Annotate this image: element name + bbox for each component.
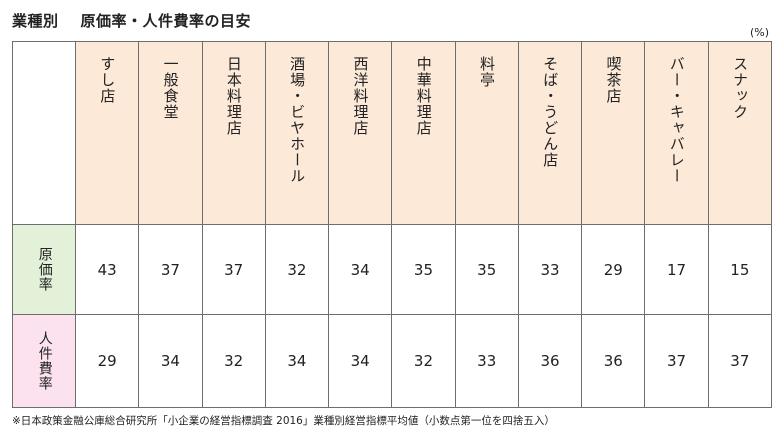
column-header-label: バー・キャバレー: [667, 56, 686, 184]
table-cell: 33: [454, 314, 519, 408]
table-cell: 32: [391, 314, 456, 408]
column-header-label: 料亭: [477, 56, 496, 88]
table-cell: 37: [201, 224, 266, 315]
labor-ratio-row: 人件費率 29 34 32 34 34 32 33 36 36 37 37: [12, 314, 773, 408]
unit-label: (%): [749, 26, 769, 39]
column-header: 中華料理店: [391, 41, 456, 225]
column-header-label: 西洋料理店: [351, 56, 370, 136]
column-header: すし店: [74, 41, 140, 225]
column-header-label: 酒場・ビヤホール: [288, 56, 307, 184]
column-header: スナック: [707, 41, 773, 225]
table-cell: 43: [74, 224, 140, 315]
column-header-label: 中華料理店: [414, 56, 433, 136]
table-cell: 32: [201, 314, 266, 408]
table-cell: 35: [391, 224, 456, 315]
table-cell: 15: [707, 224, 773, 315]
column-header: 一般食堂: [138, 41, 203, 225]
column-header: 喫茶店: [581, 41, 646, 225]
table-cell: 36: [581, 314, 646, 408]
ratio-table: すし店 一般食堂 日本料理店 酒場・ビヤホール 西洋料理店 中華料理店 料亭 そ…: [12, 41, 773, 408]
table-cell: 29: [74, 314, 140, 408]
source-footnote: ※日本政策金融公庫総合研究所「小企業の経営指標調査 2016」業種別経営指標平均…: [12, 415, 555, 427]
table-cell: 37: [707, 314, 773, 408]
header-row: すし店 一般食堂 日本料理店 酒場・ビヤホール 西洋料理店 中華料理店 料亭 そ…: [12, 41, 773, 225]
table-cell: 32: [264, 224, 330, 315]
corner-cell: [12, 41, 76, 225]
table-cell: 29: [581, 224, 646, 315]
column-header: 酒場・ビヤホール: [264, 41, 330, 225]
row-header-labor-ratio: 人件費率: [12, 314, 76, 408]
column-header: 西洋料理店: [328, 41, 393, 225]
table-cell: 37: [138, 224, 203, 315]
cost-ratio-row: 原価率 43 37 37 32 34 35 35 33 29 17 15: [12, 224, 773, 315]
row-header-label: 原価率: [36, 247, 53, 292]
table-cell: 36: [517, 314, 583, 408]
column-header-label: スナック: [731, 56, 750, 120]
title-subject: 原価率・人件費率の目安: [80, 12, 252, 30]
page-title: 業種別 原価率・人件費率の目安: [12, 10, 251, 31]
table-cell: 17: [644, 224, 709, 315]
column-header: バー・キャバレー: [644, 41, 709, 225]
column-header-label: 一般食堂: [161, 56, 180, 120]
table-cell: 34: [328, 314, 393, 408]
table-cell: 34: [328, 224, 393, 315]
row-header-cost-ratio: 原価率: [12, 224, 76, 315]
column-header: 日本料理店: [201, 41, 266, 225]
row-header-label: 人件費率: [36, 331, 53, 391]
table-cell: 37: [644, 314, 709, 408]
column-header-label: 日本料理店: [224, 56, 243, 136]
table-cell: 34: [138, 314, 203, 408]
column-header-label: 喫茶店: [604, 56, 623, 104]
column-header: 料亭: [454, 41, 519, 225]
column-header-label: そば・うどん店: [541, 56, 560, 168]
table-cell: 33: [517, 224, 583, 315]
table-cell: 35: [454, 224, 519, 315]
column-header: そば・うどん店: [517, 41, 583, 225]
column-header-label: すし店: [98, 56, 117, 104]
table-cell: 34: [264, 314, 330, 408]
title-category: 業種別: [12, 12, 59, 30]
